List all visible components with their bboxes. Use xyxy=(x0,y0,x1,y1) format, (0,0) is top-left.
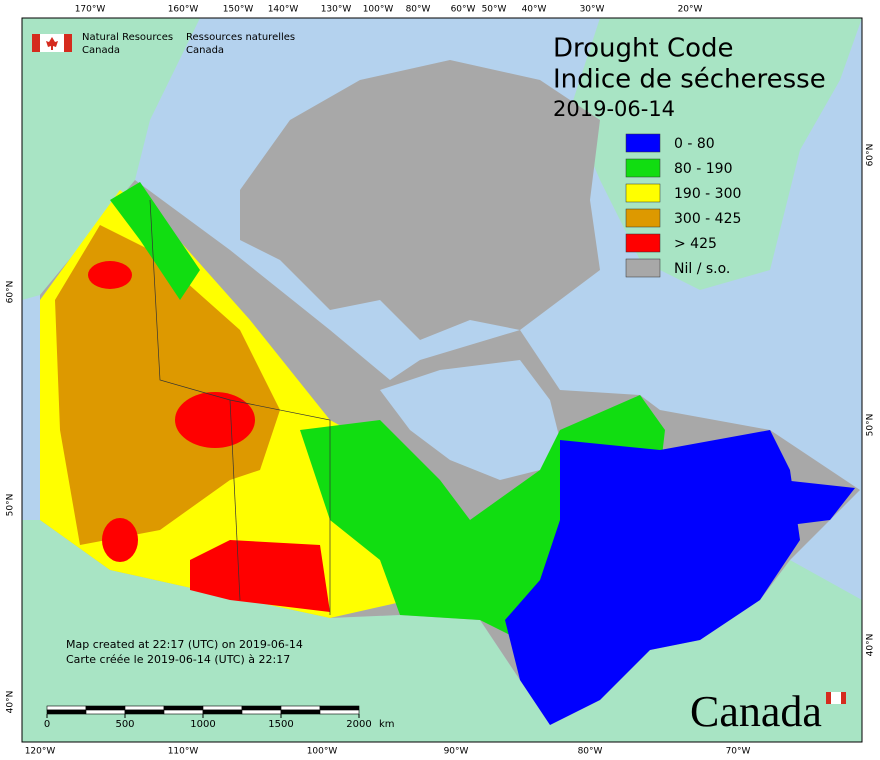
agency-fr: Canada xyxy=(186,45,224,56)
scale-segment xyxy=(319,705,360,711)
zone-red xyxy=(88,261,132,289)
scale-segment xyxy=(124,705,165,711)
scale-label: 1000 xyxy=(190,719,215,730)
graticule-label: 60°N xyxy=(6,281,16,304)
graticule: 170°W 160°W 150°W 140°W 130°W 100°W 80°W 60°W 50… xyxy=(6,5,876,757)
graticule-label: 40°N xyxy=(866,634,876,657)
scale-segment xyxy=(241,709,282,715)
map xyxy=(21,17,863,743)
graticule-label: 40°N xyxy=(6,691,16,714)
legend-swatch xyxy=(625,258,661,278)
graticule-label: 140°W xyxy=(268,5,299,15)
graticule-label: 90°W xyxy=(444,747,469,757)
legend-label: > 425 xyxy=(674,236,717,252)
legend-swatch xyxy=(625,158,661,178)
title-fr: Indice de sécheresse xyxy=(553,65,826,95)
canada-wordmark: Canada xyxy=(690,687,846,736)
wordmark: Canada xyxy=(690,687,822,736)
wordmark-flag-center xyxy=(831,692,841,704)
map-frame xyxy=(21,17,863,743)
agency-en: Canada xyxy=(82,45,120,56)
scale-segment xyxy=(241,705,282,711)
graticule-label: 80°W xyxy=(578,747,603,757)
zone-red xyxy=(102,518,138,562)
graticule-label: 50°N xyxy=(866,414,876,437)
scale-segment xyxy=(202,709,243,715)
legend-label: 80 - 190 xyxy=(674,161,733,177)
graticule-label: 100°W xyxy=(363,5,394,15)
united-states xyxy=(22,520,862,742)
graticule-label: 40°W xyxy=(522,5,547,15)
graticule-label: 150°W xyxy=(223,5,254,15)
scale-segment xyxy=(163,705,204,711)
legend-swatch xyxy=(625,183,661,203)
alaska xyxy=(22,18,200,300)
legend-label: 300 - 425 xyxy=(674,211,741,227)
arctic-islands xyxy=(240,60,600,340)
date: 2019-06-14 xyxy=(553,97,675,121)
graticule-label: 130°W xyxy=(321,5,352,15)
note: Map created at 22:17 (UTC) on 2019-06-14 xyxy=(66,638,303,651)
scale-segment xyxy=(85,705,126,711)
graticule-label: 120°W xyxy=(25,747,56,757)
zone-blue-nfld xyxy=(782,480,855,525)
zone-red xyxy=(175,392,255,448)
legend-label: Nil / s.o. xyxy=(674,261,730,277)
flag-band xyxy=(64,34,72,52)
graticule-label: 170°W xyxy=(75,5,106,15)
scale-label: 1500 xyxy=(268,719,293,730)
scale-bar: 0 500 1000 1500 2000 km xyxy=(44,705,395,730)
maple-leaf xyxy=(46,37,58,50)
scale-unit: km xyxy=(379,719,395,730)
title-en: Drought Code xyxy=(553,34,734,64)
graticule-label: 20°W xyxy=(678,5,703,15)
scale-segment xyxy=(124,709,165,715)
graticule-label: 160°W xyxy=(168,5,199,15)
zone-green-nw xyxy=(110,182,200,300)
zone-blue xyxy=(505,430,800,725)
graticule-label: 100°W xyxy=(307,747,338,757)
scale-segment xyxy=(46,709,87,715)
graticule-label: 110°W xyxy=(168,747,199,757)
legend-swatch xyxy=(625,208,661,228)
legend-swatch xyxy=(625,133,661,153)
graticule-label: 50°W xyxy=(482,5,507,15)
scale-segment xyxy=(280,705,321,711)
legend-swatch xyxy=(625,233,661,253)
zone-red-south xyxy=(190,540,330,612)
agency-fr: Ressources naturelles xyxy=(186,32,295,43)
legend: 0 - 80 80 - 190 190 - 300 300 - 425 > 425 Nil… xyxy=(625,133,741,278)
graticule-label: 60°N xyxy=(866,144,876,167)
scale-label: 0 xyxy=(44,719,50,730)
agency-logo: Natural Resources Canada Ressources natu… xyxy=(32,32,295,56)
graticule-label: 30°W xyxy=(580,5,605,15)
scale-segment xyxy=(85,709,126,715)
scale-segment xyxy=(319,709,360,715)
scale-label: 2000 xyxy=(346,719,371,730)
scale-segment xyxy=(280,709,321,715)
legend-label: 190 - 300 xyxy=(674,186,741,202)
graticule-label: 50°N xyxy=(6,494,16,517)
legend-label: 0 - 80 xyxy=(674,136,715,152)
scale-label: 500 xyxy=(115,719,134,730)
flag-band xyxy=(32,34,40,52)
graticule-label: 70°W xyxy=(726,747,751,757)
scale-segment xyxy=(202,705,243,711)
zone-orange xyxy=(55,225,280,545)
note: Carte créée le 2019-06-14 (UTC) à 22:17 xyxy=(66,653,290,666)
scale-segment xyxy=(46,705,87,711)
graticule-label: 60°W xyxy=(451,5,476,15)
hudson-bay xyxy=(380,360,560,480)
agency-en: Natural Resources xyxy=(82,32,173,43)
province-border xyxy=(229,399,241,601)
scale-segment xyxy=(163,709,204,715)
graticule-label: 80°W xyxy=(406,5,431,15)
